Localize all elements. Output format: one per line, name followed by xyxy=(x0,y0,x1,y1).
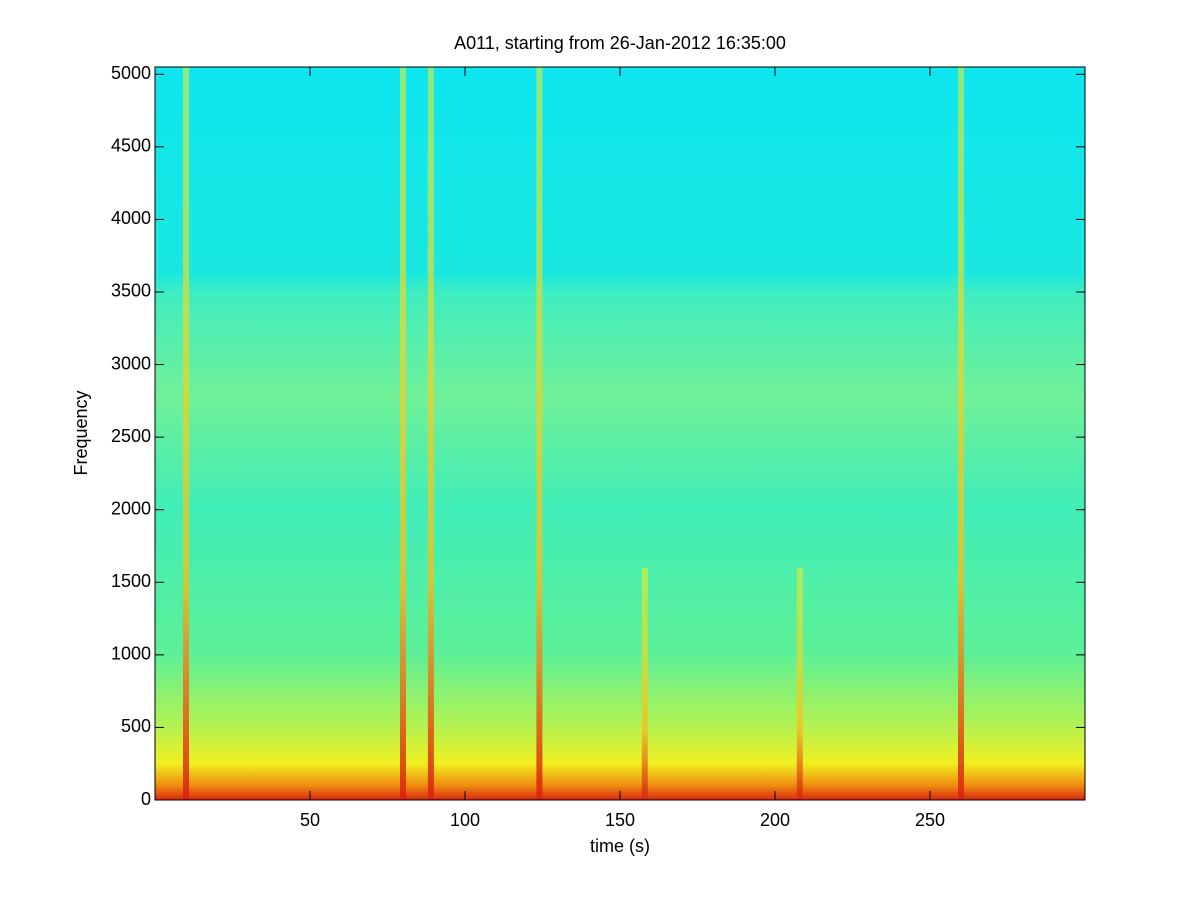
y-tick-label: 1500 xyxy=(111,571,151,591)
x-tick-label: 150 xyxy=(605,810,635,830)
y-tick-label: 3000 xyxy=(111,353,151,373)
y-tick-label: 3500 xyxy=(111,281,151,301)
energy-streak xyxy=(796,567,803,800)
energy-streak xyxy=(183,67,189,800)
spectrogram-image xyxy=(155,67,1085,800)
energy-streak xyxy=(427,67,434,800)
y-tick-label: 5000 xyxy=(111,63,151,83)
energy-streak xyxy=(641,567,648,800)
chart-title: A011, starting from 26-Jan-2012 16:35:00 xyxy=(454,33,786,53)
y-tick-label: 500 xyxy=(121,716,151,736)
y-axis-label: Frequency xyxy=(71,390,91,475)
y-tick-label: 2000 xyxy=(111,498,151,518)
x-tick-label: 50 xyxy=(300,810,320,830)
x-tick-label: 200 xyxy=(760,810,790,830)
y-tick-label: 0 xyxy=(141,789,151,809)
y-tick-label: 1000 xyxy=(111,644,151,664)
energy-streak xyxy=(400,67,406,800)
x-tick-label: 250 xyxy=(915,810,945,830)
x-tick-label: 100 xyxy=(450,810,480,830)
x-axis-label: time (s) xyxy=(590,836,650,856)
energy-streak xyxy=(536,67,543,800)
y-tick-label: 4000 xyxy=(111,208,151,228)
y-tick-label: 4500 xyxy=(111,136,151,156)
energy-streak xyxy=(958,67,964,800)
y-tick-label: 2500 xyxy=(111,426,151,446)
